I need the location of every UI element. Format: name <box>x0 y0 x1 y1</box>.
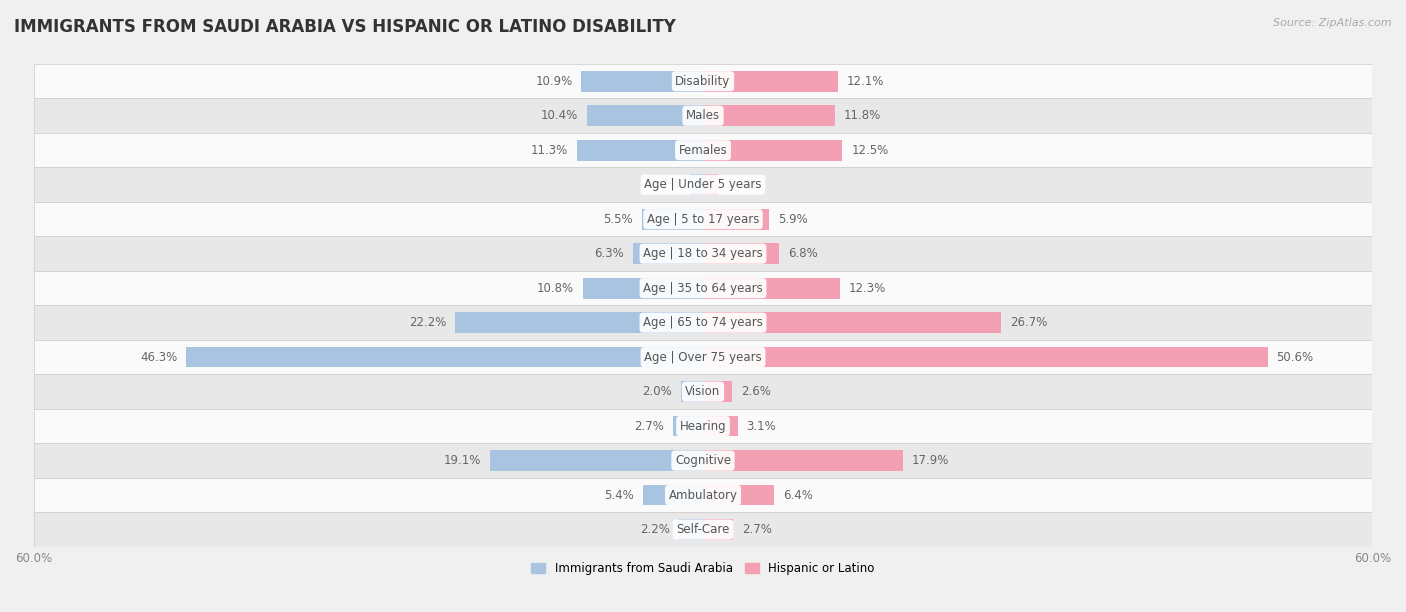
Text: Self-Care: Self-Care <box>676 523 730 536</box>
Text: 5.5%: 5.5% <box>603 213 633 226</box>
Legend: Immigrants from Saudi Arabia, Hispanic or Latino: Immigrants from Saudi Arabia, Hispanic o… <box>527 557 879 580</box>
Text: 6.8%: 6.8% <box>787 247 817 260</box>
Text: 17.9%: 17.9% <box>911 454 949 467</box>
Text: 12.1%: 12.1% <box>846 75 884 88</box>
Bar <box>703 416 738 436</box>
Bar <box>703 244 779 264</box>
Bar <box>34 305 1372 340</box>
Text: Age | 65 to 74 years: Age | 65 to 74 years <box>643 316 763 329</box>
Text: 2.6%: 2.6% <box>741 385 770 398</box>
Bar <box>643 485 703 506</box>
Bar <box>703 485 775 506</box>
Bar <box>34 236 1372 271</box>
Bar <box>679 519 703 540</box>
Bar <box>34 271 1372 305</box>
Bar <box>673 416 703 436</box>
Text: 2.7%: 2.7% <box>742 523 772 536</box>
Bar <box>703 312 1001 333</box>
Text: 6.4%: 6.4% <box>783 488 813 502</box>
Bar <box>34 478 1372 512</box>
Text: Age | 18 to 34 years: Age | 18 to 34 years <box>643 247 763 260</box>
Text: 2.2%: 2.2% <box>640 523 669 536</box>
Bar <box>633 244 703 264</box>
Bar <box>703 105 835 126</box>
Bar <box>703 519 733 540</box>
Bar <box>34 512 1372 547</box>
Text: Age | Under 5 years: Age | Under 5 years <box>644 178 762 191</box>
Text: Hearing: Hearing <box>679 420 727 433</box>
Text: 50.6%: 50.6% <box>1277 351 1313 364</box>
Text: Ambulatory: Ambulatory <box>668 488 738 502</box>
Text: 2.7%: 2.7% <box>634 420 664 433</box>
Text: 46.3%: 46.3% <box>141 351 177 364</box>
Bar <box>703 450 903 471</box>
Bar <box>34 375 1372 409</box>
Text: 5.9%: 5.9% <box>778 213 807 226</box>
Bar <box>456 312 703 333</box>
Text: Cognitive: Cognitive <box>675 454 731 467</box>
Text: Age | 5 to 17 years: Age | 5 to 17 years <box>647 213 759 226</box>
Bar <box>582 71 703 92</box>
Text: Vision: Vision <box>685 385 721 398</box>
Text: Age | Over 75 years: Age | Over 75 years <box>644 351 762 364</box>
Bar <box>641 209 703 230</box>
Bar <box>681 381 703 402</box>
Text: 3.1%: 3.1% <box>747 420 776 433</box>
Text: Males: Males <box>686 109 720 122</box>
Text: Females: Females <box>679 144 727 157</box>
Bar <box>689 174 703 195</box>
Text: 12.5%: 12.5% <box>852 144 889 157</box>
Bar <box>34 133 1372 168</box>
Bar <box>489 450 703 471</box>
Bar <box>34 99 1372 133</box>
Text: 11.8%: 11.8% <box>844 109 880 122</box>
Text: 6.3%: 6.3% <box>593 247 624 260</box>
Bar <box>34 168 1372 202</box>
Text: 11.3%: 11.3% <box>530 144 568 157</box>
Text: 10.8%: 10.8% <box>537 282 574 294</box>
Bar <box>34 64 1372 99</box>
Text: Age | 35 to 64 years: Age | 35 to 64 years <box>643 282 763 294</box>
Bar <box>576 140 703 160</box>
Text: 10.9%: 10.9% <box>536 75 572 88</box>
Text: 10.4%: 10.4% <box>541 109 578 122</box>
Bar <box>703 71 838 92</box>
Bar <box>703 381 733 402</box>
Text: 1.2%: 1.2% <box>651 178 681 191</box>
Bar <box>34 409 1372 443</box>
Text: 22.2%: 22.2% <box>409 316 446 329</box>
Bar <box>703 278 841 299</box>
Text: 5.4%: 5.4% <box>605 488 634 502</box>
Bar <box>34 202 1372 236</box>
Text: Source: ZipAtlas.com: Source: ZipAtlas.com <box>1274 18 1392 28</box>
Text: 2.0%: 2.0% <box>643 385 672 398</box>
Text: 1.3%: 1.3% <box>727 178 756 191</box>
Bar <box>187 347 703 367</box>
Text: 19.1%: 19.1% <box>444 454 481 467</box>
Bar <box>703 140 842 160</box>
Bar <box>582 278 703 299</box>
Text: IMMIGRANTS FROM SAUDI ARABIA VS HISPANIC OR LATINO DISABILITY: IMMIGRANTS FROM SAUDI ARABIA VS HISPANIC… <box>14 18 676 36</box>
Text: 12.3%: 12.3% <box>849 282 886 294</box>
Bar <box>34 443 1372 478</box>
Bar <box>34 340 1372 375</box>
Text: Disability: Disability <box>675 75 731 88</box>
Bar <box>703 347 1268 367</box>
Bar <box>703 174 717 195</box>
Bar <box>703 209 769 230</box>
Bar <box>586 105 703 126</box>
Text: 26.7%: 26.7% <box>1010 316 1047 329</box>
